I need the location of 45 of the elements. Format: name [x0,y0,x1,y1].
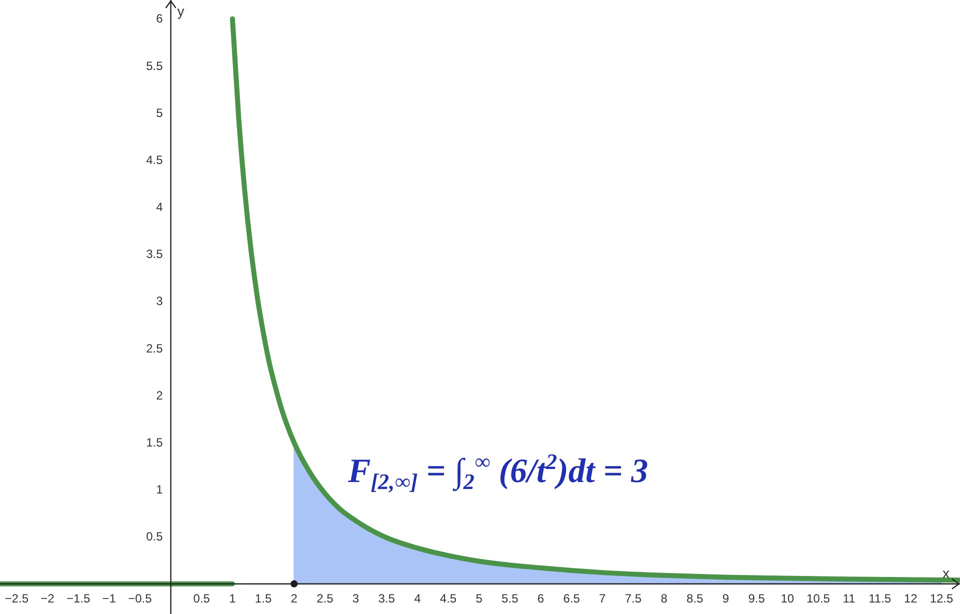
y-tick-label: 6 [156,12,164,26]
x-tick-label: 8 [660,591,668,606]
x-tick-label: 1 [229,591,236,606]
x-tick-label: 7.5 [624,591,642,606]
y-tick-label: 4 [156,200,164,214]
x-tick-label: 10 [780,591,794,606]
y-tick-label: 5 [156,106,164,120]
x-tick-label: 4.5 [440,591,457,606]
x-tick-label: −2.5 [4,591,29,606]
y-tick-label: 0.5 [146,530,164,544]
x-tick-label: 11 [842,591,856,606]
x-tick-label: 1.5 [254,591,272,606]
x-tick-label: 9 [722,591,730,606]
y-tick-label: 1 [156,482,164,497]
x-tick-label: 5 [476,591,483,606]
x-tick-label: −2 [40,591,55,606]
annotation: F$_{[2,∞]}$ = ∫$_{2}$$^{∞}$ (6/t$^{2}$)dt = 3 [347,448,648,494]
x-tick-label: −0.5 [128,591,152,606]
y-tick-label: 4.5 [146,152,164,167]
x-tick-label: 10.5 [806,591,830,606]
x-axis-title: x [942,564,950,581]
x-tick-label: 5.5 [502,591,519,606]
y-tick-label: 5.5 [146,58,164,73]
x-tick-label: 4 [414,591,422,606]
x-tick-label: 9.5 [748,591,766,606]
x-tick-label: 12 [904,591,918,606]
x-tick-label: 8.5 [686,591,704,606]
x-tick-label: 6.5 [563,591,580,606]
y-tick-label: 3.5 [146,247,164,262]
x-tick-label: −1 [102,591,116,606]
y-axis-title: y [177,3,184,19]
x-tick-label: 2.5 [316,591,334,606]
x-tick-label: 6 [537,591,544,606]
x-tick-label: 0.5 [193,591,210,606]
y-tick-label: 3 [156,294,164,308]
x-tick-label: 7 [599,591,606,606]
y-tick-label: 1.5 [146,435,164,450]
x-tick-label: −1.5 [66,591,90,606]
x-tick-label: 12.5 [930,591,954,606]
x-tick-label: 11.5 [868,591,892,606]
x-tick-label: 3.5 [378,591,396,606]
y-tick-label: 2 [156,388,164,402]
x-tick-label: 3 [352,591,360,606]
y-tick-label: 2.5 [146,341,164,356]
x-tick-label: 2 [290,591,298,606]
